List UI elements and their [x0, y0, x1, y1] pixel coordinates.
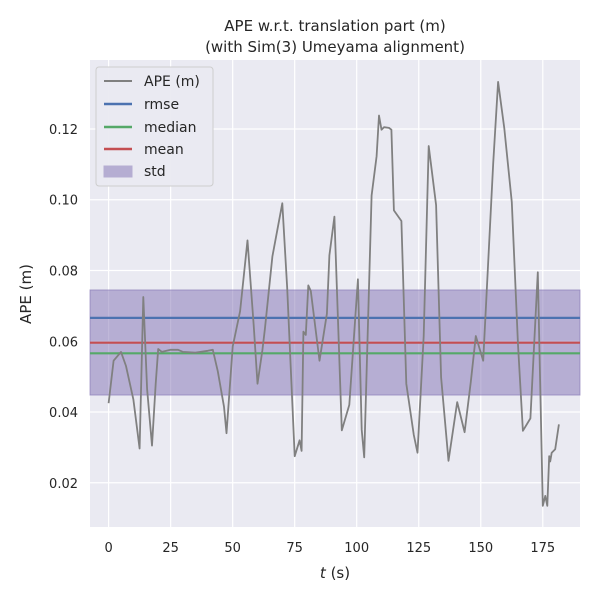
x-tick-label: 25: [162, 541, 179, 556]
legend-std-label: std: [144, 164, 166, 180]
x-axis-label-unit: (s): [326, 564, 350, 582]
x-axis-label-variable: t: [320, 564, 327, 582]
chart-subtitle: (with Sim(3) Umeyama alignment): [205, 38, 465, 56]
legend: APE (m) rmse median mean std: [95, 66, 214, 187]
legend-rmse-label: rmse: [144, 97, 179, 113]
x-tick-label: 100: [344, 541, 369, 556]
x-tick-label: 75: [286, 541, 303, 556]
x-tick-label: 0: [104, 541, 112, 556]
x-tick-label: 125: [406, 541, 431, 556]
legend-frame: [95, 66, 214, 187]
y-tick-label: 0.12: [49, 123, 78, 138]
y-tick-label: 0.04: [49, 406, 78, 421]
statistic-lines: [90, 316, 580, 355]
ape-series-line: [107, 81, 560, 507]
legend-std-swatch: [103, 165, 133, 178]
y-tick-label: 0.08: [49, 265, 78, 280]
x-tick-labels: 0 25 50 75 100 125 150 175: [104, 541, 555, 556]
legend-ape-label: APE (m): [144, 74, 200, 90]
legend-median-label: median: [144, 120, 196, 136]
ape-series-layer: [107, 81, 560, 507]
chart-title: APE w.r.t. translation part (m): [224, 17, 445, 35]
x-tick-label: 150: [468, 541, 493, 556]
x-tick-label: 50: [224, 541, 241, 556]
y-axis-label: APE (m): [17, 264, 35, 324]
legend-mean-label: mean: [144, 142, 184, 158]
x-tick-label: 175: [530, 541, 555, 556]
y-tick-label: 0.10: [49, 194, 78, 209]
y-tick-label: 0.06: [49, 335, 78, 350]
x-axis-label: t (s): [320, 564, 350, 582]
y-tick-labels: 0.02 0.04 0.06 0.08 0.10 0.12: [49, 123, 78, 492]
y-tick-label: 0.02: [49, 477, 78, 492]
